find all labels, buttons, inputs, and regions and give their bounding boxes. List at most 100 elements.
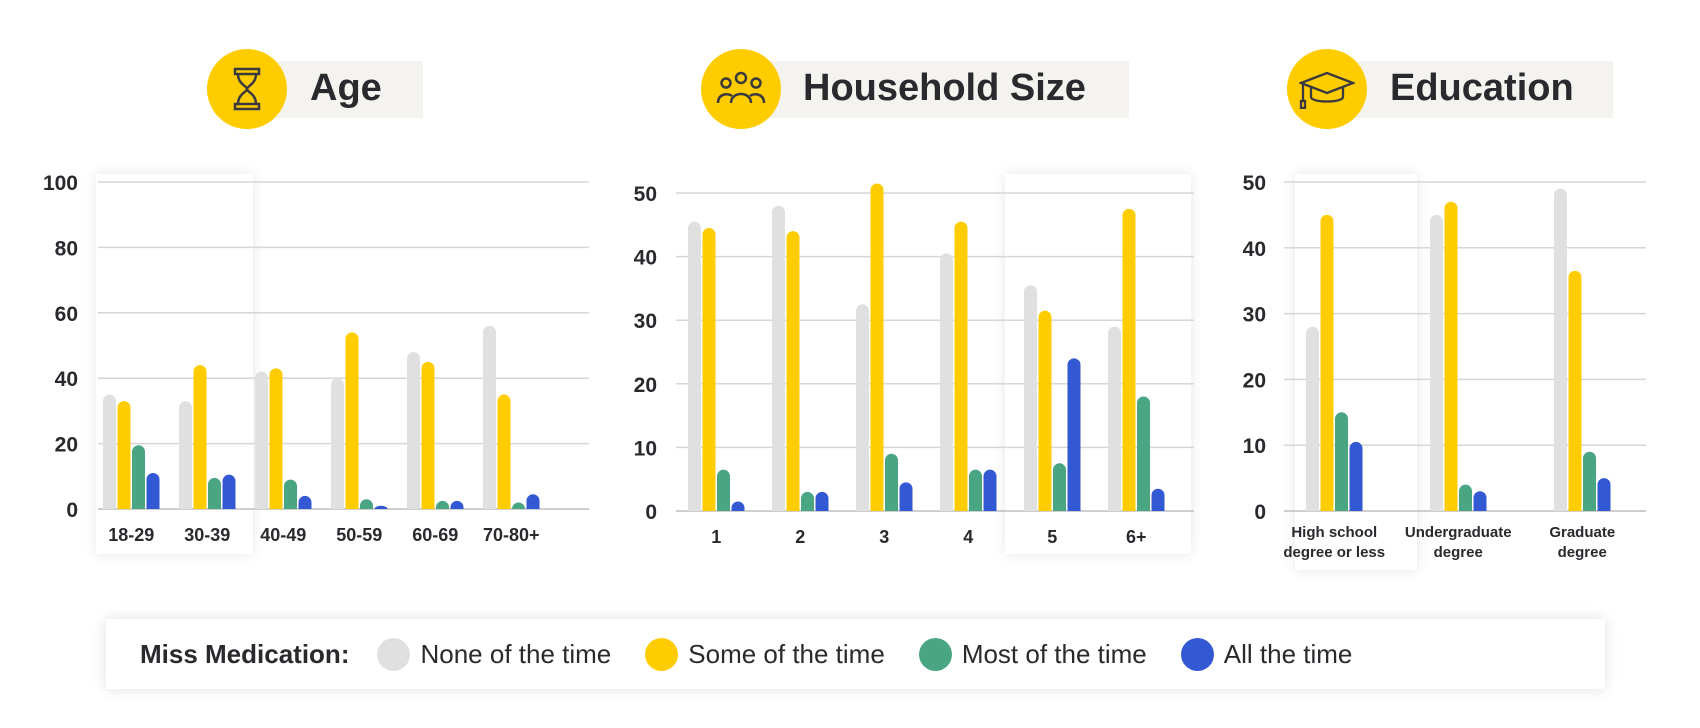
x-category-label: Graduate [1549, 524, 1615, 541]
bar-none-of-the-time [1108, 326, 1121, 511]
y-tick-label: 50 [1243, 172, 1266, 195]
bar-most-of-the-time [717, 469, 730, 511]
bar-most-of-the-time [436, 500, 449, 509]
education-title: Education [1390, 67, 1574, 109]
bar-none-of-the-time [255, 371, 268, 509]
bar-some-of-the-time [1444, 201, 1458, 511]
legend-dot-most [918, 637, 952, 671]
bar-all-the-time [983, 469, 997, 511]
bar-most-of-the-time [1137, 396, 1150, 511]
bar-some-of-the-time [954, 221, 968, 512]
x-category-label: Undergraduate [1405, 524, 1512, 541]
bar-some-of-the-time [870, 183, 884, 511]
bar-most-of-the-time [885, 453, 898, 511]
bar-some-of-the-time [193, 365, 207, 509]
legend-label: None of the time [420, 638, 612, 669]
age-icon-circle [207, 49, 287, 129]
education-header-bg [1327, 61, 1613, 118]
legend-item-all: All the time [1180, 637, 1353, 671]
bar-some-of-the-time [702, 227, 716, 511]
x-category-label: degree or less [1283, 544, 1385, 561]
legend-label: Some of the time [688, 638, 885, 669]
legend-label: All the time [1223, 638, 1353, 669]
x-category-label: 2 [795, 527, 805, 547]
bar-all-the-time [526, 494, 540, 509]
bar-most-of-the-time [1335, 412, 1348, 511]
bar-all-the-time [1597, 478, 1611, 511]
y-tick-label: 60 [55, 303, 78, 326]
x-category-label: 18-29 [108, 525, 154, 545]
legend-dot-some [645, 637, 679, 671]
bar-most-of-the-time [208, 477, 221, 509]
y-tick-label: 20 [55, 434, 78, 457]
bar-some-of-the-time [1038, 310, 1052, 511]
bar-some-of-the-time [497, 394, 511, 509]
bar-most-of-the-time [1053, 463, 1066, 511]
x-category-label: 5 [1047, 527, 1057, 547]
household-header-bg [741, 61, 1129, 118]
bar-all-the-time [1067, 358, 1081, 511]
bar-all-the-time [815, 491, 829, 511]
legend-label: Most of the time [961, 638, 1147, 669]
x-category-label: 60-69 [412, 525, 458, 545]
y-tick-label: 30 [634, 310, 657, 333]
y-tick-label: 0 [645, 501, 657, 524]
bar-none-of-the-time [772, 205, 785, 511]
graduation-cap-icon [1299, 71, 1355, 109]
bar-none-of-the-time [856, 304, 869, 511]
bar-most-of-the-time [132, 445, 145, 509]
x-category-label: degree [1558, 544, 1607, 561]
bar-all-the-time [1473, 491, 1487, 511]
bar-none-of-the-time [1306, 326, 1319, 511]
y-tick-label: 30 [1243, 304, 1266, 327]
x-category-label: 30-39 [184, 525, 230, 545]
bar-most-of-the-time [1583, 451, 1596, 511]
bar-all-the-time [222, 474, 236, 509]
bar-some-of-the-time [1568, 270, 1582, 511]
y-tick-label: 100 [43, 172, 78, 195]
bar-all-the-time [298, 495, 312, 509]
bar-some-of-the-time [786, 231, 800, 511]
household-title: Household Size [803, 67, 1086, 109]
y-tick-label: 50 [634, 183, 657, 206]
bar-none-of-the-time [483, 325, 496, 509]
bar-all-the-time [731, 501, 745, 511]
x-category-label: 1 [711, 527, 721, 547]
bar-none-of-the-time [179, 401, 192, 509]
y-tick-label: 40 [1243, 238, 1266, 261]
bar-most-of-the-time [969, 469, 982, 511]
y-tick-label: 20 [1243, 369, 1266, 392]
legend-dot-none [377, 637, 411, 671]
bar-none-of-the-time [1430, 214, 1443, 511]
x-category-label: High school [1291, 524, 1377, 541]
legend: Miss Medication: None of the time Some o… [106, 619, 1605, 689]
legend-item-some: Some of the time [645, 637, 885, 671]
education-icon-circle [1287, 49, 1367, 129]
x-category-label: degree [1434, 544, 1483, 561]
x-category-label: 6+ [1126, 527, 1147, 547]
hourglass-icon [233, 67, 261, 111]
bar-some-of-the-time [1320, 214, 1334, 511]
x-category-label: 4 [963, 527, 973, 547]
legend-item-most: Most of the time [918, 637, 1147, 671]
bar-all-the-time [450, 500, 464, 509]
age-title: Age [310, 67, 382, 109]
bar-most-of-the-time [360, 499, 373, 509]
bar-most-of-the-time [512, 502, 525, 509]
bar-all-the-time [1151, 488, 1165, 511]
y-tick-label: 10 [634, 437, 657, 460]
y-tick-label: 40 [634, 247, 657, 270]
y-tick-label: 10 [1243, 435, 1266, 458]
y-tick-label: 0 [1254, 501, 1266, 524]
y-tick-label: 20 [634, 374, 657, 397]
bar-some-of-the-time [1122, 208, 1136, 511]
bar-none-of-the-time [407, 352, 420, 509]
x-category-label: 40-49 [260, 525, 306, 545]
bar-none-of-the-time [940, 253, 953, 511]
legend-dot-all [1180, 637, 1214, 671]
bar-some-of-the-time [117, 401, 131, 509]
bar-all-the-time [899, 482, 913, 511]
legend-title: Miss Medication: [140, 638, 350, 669]
bar-most-of-the-time [1459, 484, 1472, 511]
